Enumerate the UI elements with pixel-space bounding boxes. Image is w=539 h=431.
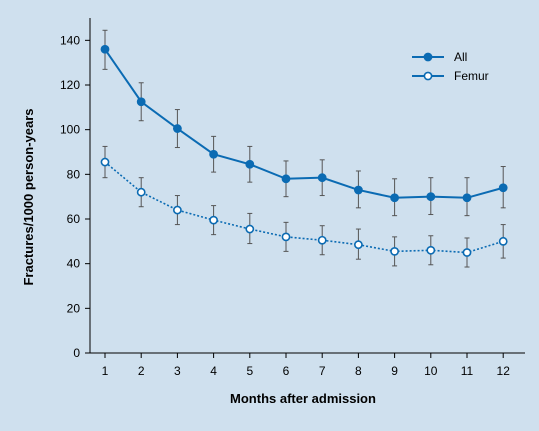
data-point-all [245, 159, 255, 169]
data-point-femur [390, 246, 399, 256]
data-point-femur [281, 232, 291, 242]
y-tick-label: 80 [67, 167, 81, 181]
x-tick-label: 3 [174, 364, 181, 378]
legend-marker-femur [423, 71, 433, 81]
data-point-all [498, 183, 508, 193]
data-point-femur [172, 205, 182, 215]
x-tick-label: 9 [391, 364, 398, 378]
data-point-femur [245, 224, 255, 234]
y-tick-label: 40 [67, 257, 81, 271]
series-line-femur [104, 161, 504, 254]
legend: All Femur [412, 50, 489, 83]
x-tick-label: 2 [138, 364, 145, 378]
x-tick-label: 8 [355, 364, 362, 378]
data-point-all [136, 97, 146, 107]
data-point-femur [462, 248, 472, 257]
data-point-femur [100, 157, 110, 167]
x-tick-label: 7 [319, 364, 326, 378]
data-point-femur [209, 215, 218, 225]
x-tick-label: 11 [461, 364, 474, 378]
data-point-all [462, 193, 472, 203]
x-tick-label: 12 [497, 364, 511, 378]
data-point-femur [317, 235, 327, 245]
legend-label-all: All [454, 50, 467, 64]
data-point-all [353, 185, 363, 195]
x-tick-label: 10 [424, 364, 438, 378]
y-tick-label: 20 [67, 301, 81, 315]
x-tick-label: 1 [102, 364, 109, 378]
x-tick-label: 4 [210, 364, 217, 378]
data-point-all [281, 174, 291, 184]
data-point-all [317, 173, 327, 183]
y-tick-label: 0 [73, 346, 80, 360]
data-point-all [209, 149, 218, 159]
x-axis-title: Months after admission [230, 391, 376, 406]
series-line-all [104, 48, 504, 199]
y-tick-label: 120 [60, 78, 80, 92]
data-point-femur [136, 187, 146, 197]
y-tick-label: 60 [67, 212, 81, 226]
data-point-all [100, 44, 110, 54]
error-bars-layer [102, 29, 506, 268]
y-axis-title: Fractures/1000 person-years [21, 108, 36, 285]
data-point-all [390, 193, 399, 203]
series-layer [100, 44, 508, 257]
x-tick-label: 5 [246, 364, 253, 378]
y-tick-label: 140 [60, 33, 80, 47]
data-point-femur [353, 240, 363, 250]
data-point-femur [498, 236, 508, 246]
data-point-all [426, 192, 436, 202]
data-point-all [172, 124, 182, 133]
x-tick-label: 6 [283, 364, 290, 378]
legend-marker-all [423, 52, 433, 62]
data-point-femur [426, 245, 436, 255]
legend-label-femur: Femur [454, 69, 489, 83]
y-tick-label: 100 [60, 123, 80, 137]
